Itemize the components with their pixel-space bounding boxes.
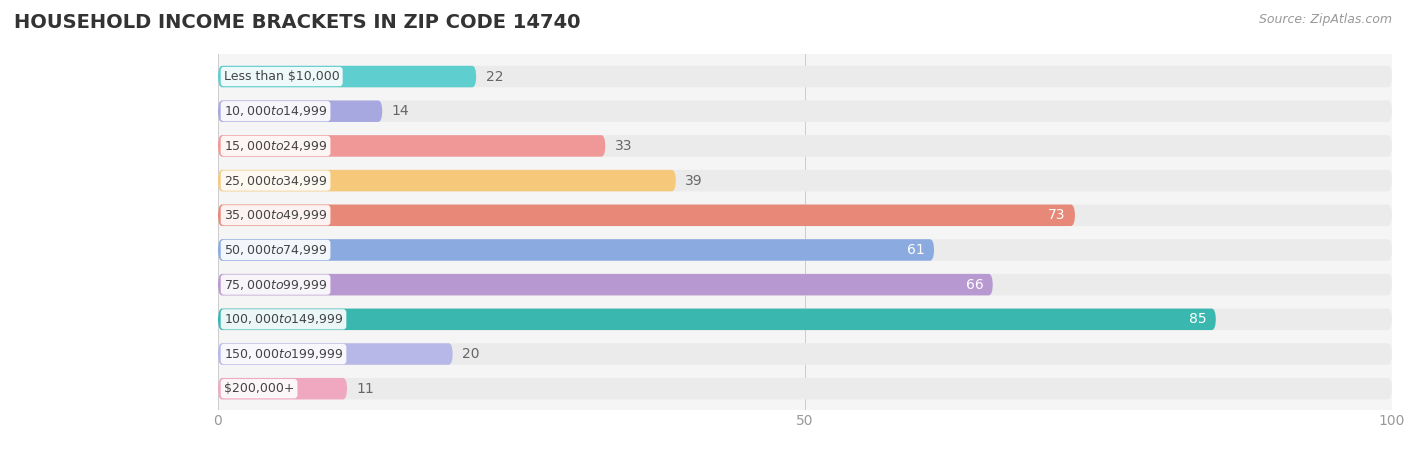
FancyBboxPatch shape [218,239,1392,261]
FancyBboxPatch shape [218,204,1076,226]
Text: $150,000 to $199,999: $150,000 to $199,999 [224,347,343,361]
FancyBboxPatch shape [218,309,1392,330]
Text: Less than $10,000: Less than $10,000 [224,70,340,83]
FancyBboxPatch shape [218,100,382,122]
Text: 22: 22 [485,70,503,84]
Text: 33: 33 [614,139,633,153]
FancyBboxPatch shape [218,378,347,400]
Text: $100,000 to $149,999: $100,000 to $149,999 [224,312,343,326]
FancyBboxPatch shape [218,274,993,295]
Text: $15,000 to $24,999: $15,000 to $24,999 [224,139,328,153]
FancyBboxPatch shape [218,170,1392,191]
Text: 20: 20 [463,347,479,361]
FancyBboxPatch shape [218,274,1392,295]
Text: $25,000 to $34,999: $25,000 to $34,999 [224,174,328,188]
Text: $75,000 to $99,999: $75,000 to $99,999 [224,278,328,292]
Text: Source: ZipAtlas.com: Source: ZipAtlas.com [1258,14,1392,27]
FancyBboxPatch shape [218,343,1392,365]
Text: 85: 85 [1189,312,1206,326]
Text: 14: 14 [392,104,409,118]
FancyBboxPatch shape [218,204,1392,226]
FancyBboxPatch shape [218,343,453,365]
Text: $10,000 to $14,999: $10,000 to $14,999 [224,104,328,118]
Text: 39: 39 [685,174,703,188]
FancyBboxPatch shape [218,309,1216,330]
FancyBboxPatch shape [218,135,606,157]
Text: $35,000 to $49,999: $35,000 to $49,999 [224,208,328,222]
Text: 66: 66 [966,278,983,292]
Text: 61: 61 [907,243,925,257]
FancyBboxPatch shape [218,66,1392,87]
FancyBboxPatch shape [218,378,1392,400]
Text: $200,000+: $200,000+ [224,382,294,395]
FancyBboxPatch shape [218,100,1392,122]
Text: HOUSEHOLD INCOME BRACKETS IN ZIP CODE 14740: HOUSEHOLD INCOME BRACKETS IN ZIP CODE 14… [14,14,581,32]
FancyBboxPatch shape [218,135,1392,157]
Text: $50,000 to $74,999: $50,000 to $74,999 [224,243,328,257]
FancyBboxPatch shape [218,239,934,261]
Text: 11: 11 [357,382,374,396]
Text: 73: 73 [1047,208,1066,222]
FancyBboxPatch shape [218,170,676,191]
FancyBboxPatch shape [218,66,477,87]
